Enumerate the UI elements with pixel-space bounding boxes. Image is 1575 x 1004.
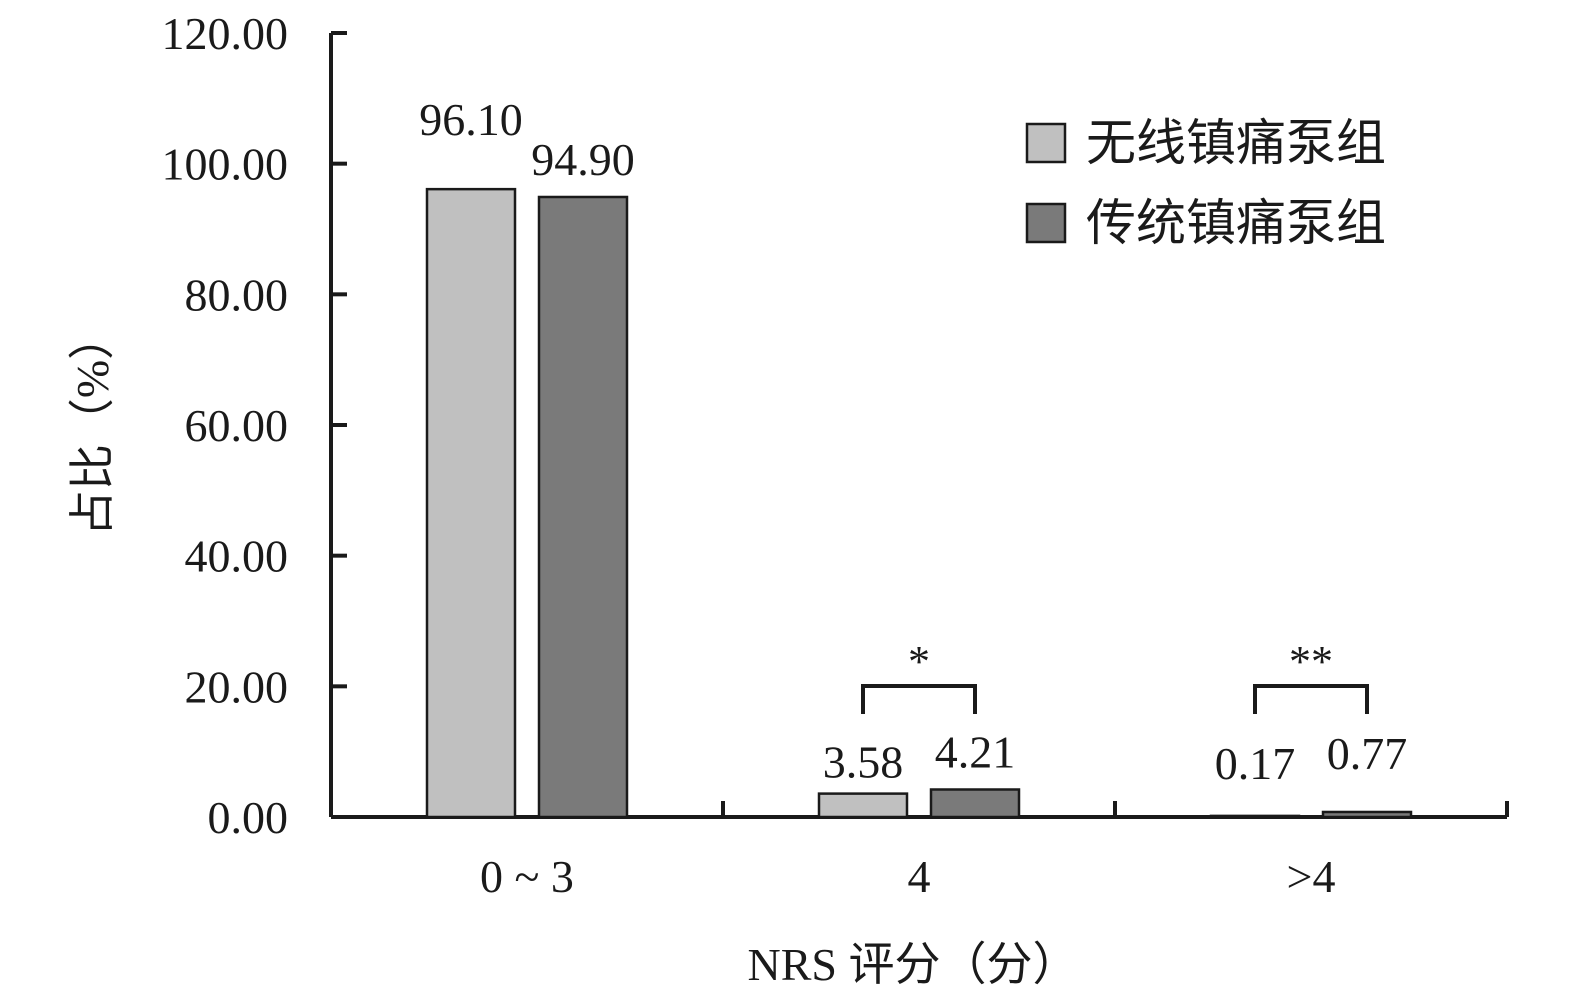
y-tick-label: 80.00 <box>185 269 289 320</box>
legend-swatch <box>1025 202 1067 244</box>
data-label: 0.17 <box>1215 738 1296 789</box>
x-tick-label: >4 <box>1287 851 1336 902</box>
x-axis-label: NRS 评分（分） <box>748 939 1079 990</box>
significance-mark: * <box>908 637 930 686</box>
y-axis-label: 占比（%） <box>67 314 118 536</box>
significance-bracket <box>1253 684 1369 714</box>
legend-swatch <box>1025 122 1067 164</box>
bar-traditional <box>1321 810 1413 819</box>
bar-wireless <box>1209 814 1301 819</box>
data-label: 0.77 <box>1327 728 1408 779</box>
y-tick-label: 100.00 <box>162 139 289 190</box>
data-label: 3.58 <box>823 737 904 788</box>
significance-bracket <box>861 684 977 714</box>
y-tick-label: 40.00 <box>185 531 289 582</box>
data-label: 94.90 <box>531 134 635 185</box>
y-tick-label: 120.00 <box>162 8 289 59</box>
y-tick-label: 60.00 <box>185 400 289 451</box>
bar-traditional <box>537 195 629 819</box>
bar-traditional <box>929 788 1021 819</box>
legend-label: 传统镇痛泵组 <box>1086 195 1386 251</box>
bar-wireless <box>425 187 517 819</box>
legend-label: 无线镇痛泵组 <box>1086 115 1386 171</box>
bar-wireless <box>817 792 909 819</box>
x-tick-label: 0 ~ 3 <box>480 851 574 902</box>
data-label: 96.10 <box>419 94 523 145</box>
x-tick-label: 4 <box>908 851 931 902</box>
plot-area: 0.00 20.00 40.00 60.00 80.00 100.00 120.00 96.1… <box>162 8 1509 902</box>
y-tick-label: 20.00 <box>185 661 289 712</box>
y-tick-label: 0.00 <box>208 792 289 843</box>
significance-mark: ** <box>1289 637 1333 686</box>
data-label: 4.21 <box>935 726 1016 777</box>
